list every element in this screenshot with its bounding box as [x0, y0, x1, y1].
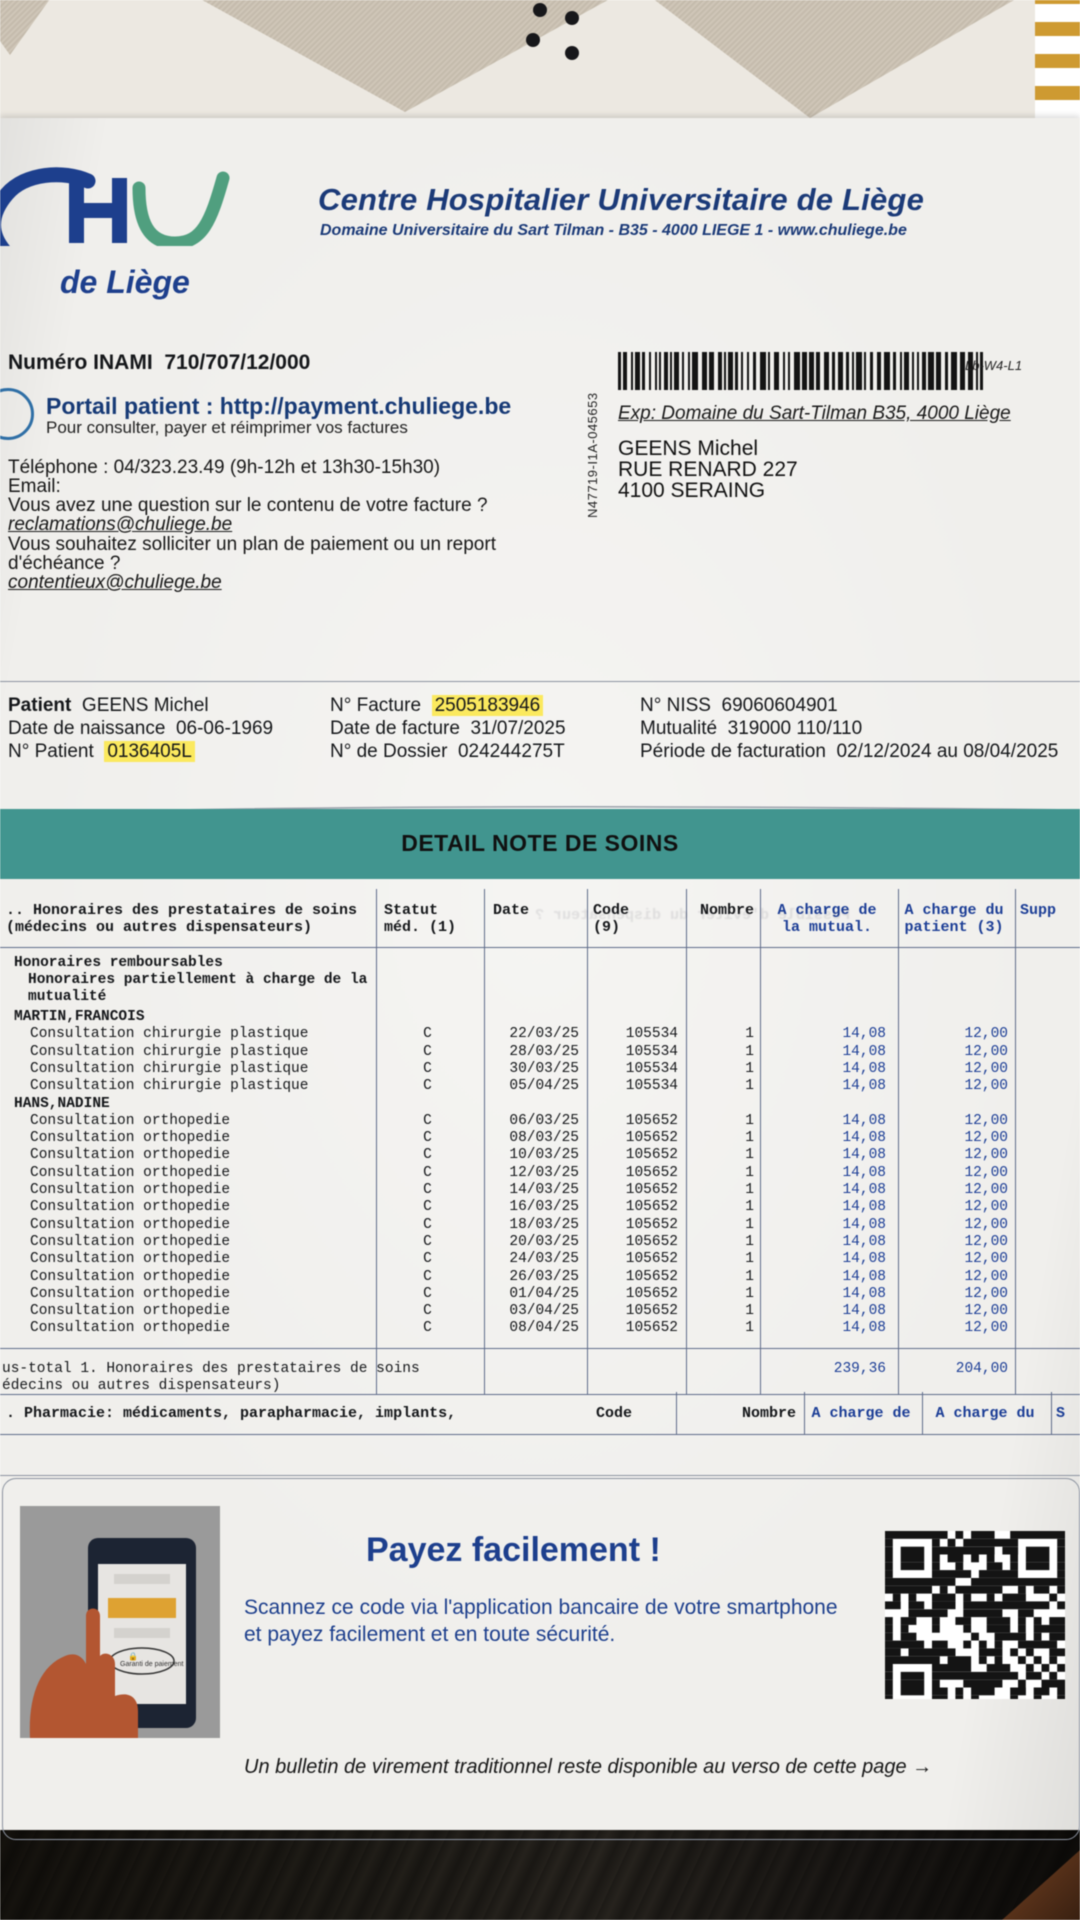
svg-text:🔒: 🔒 — [128, 1652, 138, 1661]
svg-text:Garanti de paiement: Garanti de paiement — [120, 1661, 183, 1668]
